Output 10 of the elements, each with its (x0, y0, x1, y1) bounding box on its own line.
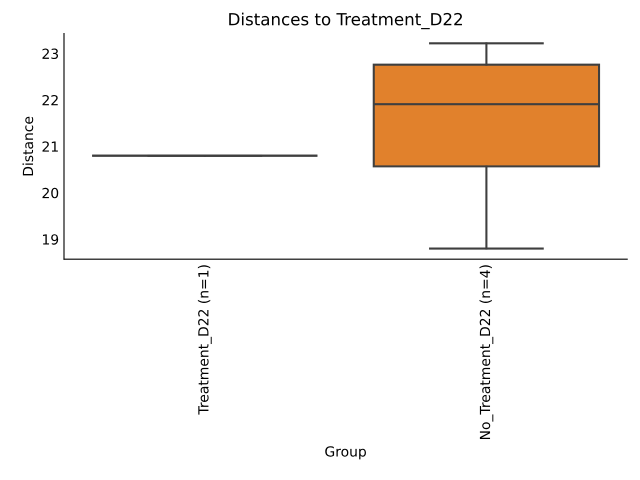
x-tick-label: No_Treatment_D22 (n=4) (479, 265, 494, 440)
y-tick-label: 19 (42, 234, 58, 245)
y-tick-label: 23 (42, 48, 58, 60)
y-tick-label: 22 (42, 94, 58, 106)
y-tick-label: 20 (42, 188, 58, 198)
x-axis-title: Group (325, 446, 366, 460)
y-axis-title: Distance (22, 116, 34, 176)
y-tick-label: 21 (42, 141, 58, 152)
chart-title: Distances to Treatment_D22 (229, 12, 462, 30)
x-tick-label: Treatment_D22 (n=1) (198, 265, 212, 415)
